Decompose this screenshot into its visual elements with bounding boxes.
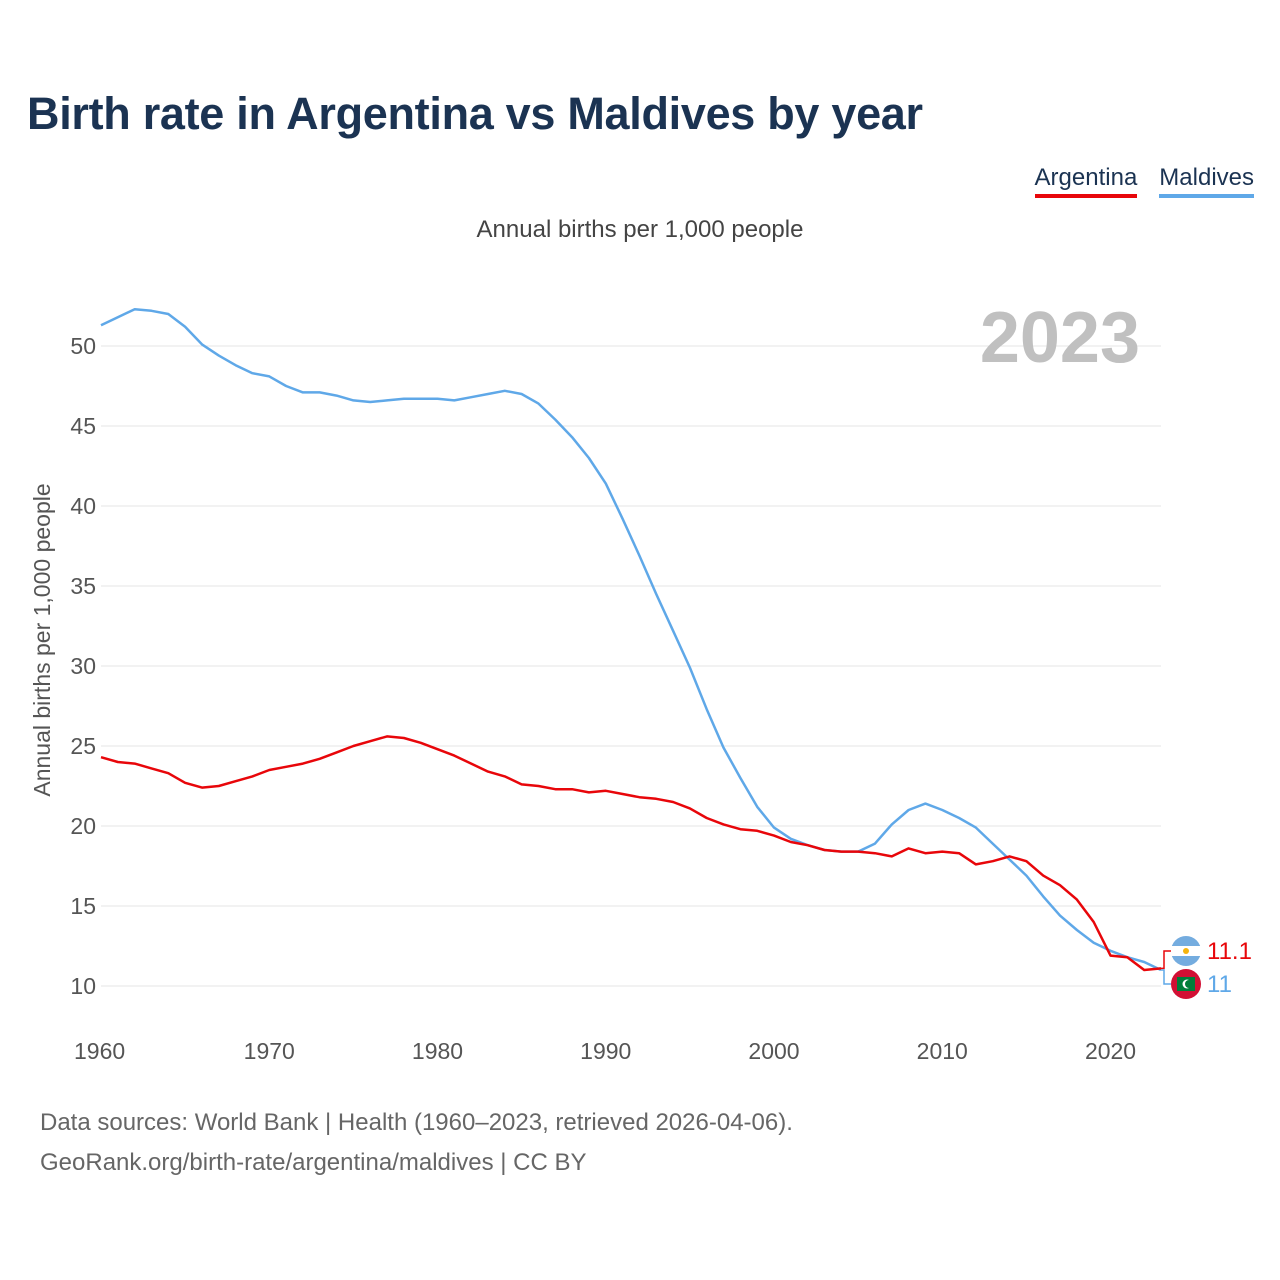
connector-argentina	[1161, 950, 1171, 970]
end-label-maldives: 11	[1207, 971, 1232, 998]
y-tick-label: 50	[70, 333, 96, 359]
series-line-maldives	[100, 307, 1162, 972]
legend-item-argentina[interactable]: Argentina	[1034, 164, 1138, 198]
y-axis-label: Annual births per 1,000 people	[29, 483, 55, 796]
chart-title: Birth rate in Argentina vs Maldives by y…	[27, 88, 923, 139]
data-sources: Data sources: World Bank | Health (1960–…	[40, 1109, 793, 1136]
x-tick-label: 2020	[1085, 1038, 1136, 1064]
connector-maldives	[1161, 969, 1171, 985]
x-axis-ticks: 1960 1970 1980 1990 2000 2010 2020	[74, 1038, 1136, 1064]
x-tick-label: 1990	[580, 1038, 631, 1064]
footer: Data sources: World Bank | Health (1960–…	[40, 1103, 793, 1183]
x-tick-label: 1980	[412, 1038, 463, 1064]
y-tick-label: 45	[70, 413, 96, 439]
y-tick-label: 40	[70, 493, 96, 519]
y-axis-ticks: 10 15 20 25 30 35 40 45 50	[70, 333, 96, 999]
y-tick-label: 25	[70, 733, 96, 759]
x-tick-label: 1970	[244, 1038, 295, 1064]
y-tick-label: 35	[70, 573, 96, 599]
series-lines	[100, 307, 1162, 972]
y-tick-label: 20	[70, 813, 96, 839]
argentina-flag-icon	[1171, 936, 1201, 966]
end-label-argentina: 11.1	[1207, 938, 1252, 965]
x-tick-label: 1960	[74, 1038, 125, 1064]
year-watermark: 2023	[980, 298, 1140, 378]
y-tick-label: 15	[70, 893, 96, 919]
source-link[interactable]: GeoRank.org/birth-rate/argentina/maldive…	[40, 1149, 587, 1176]
maldives-flag-icon	[1171, 969, 1201, 999]
x-tick-label: 2000	[748, 1038, 799, 1064]
y-tick-label: 10	[70, 973, 96, 999]
grid-lines	[101, 345, 1161, 987]
legend: Argentina Maldives	[1034, 164, 1254, 198]
x-tick-label: 2010	[917, 1038, 968, 1064]
series-line-argentina	[100, 735, 1162, 972]
legend-item-maldives[interactable]: Maldives	[1159, 164, 1254, 198]
chart-subtitle: Annual births per 1,000 people	[476, 216, 804, 243]
end-markers: 11.1 11	[1161, 936, 1252, 999]
y-tick-label: 30	[70, 653, 96, 679]
